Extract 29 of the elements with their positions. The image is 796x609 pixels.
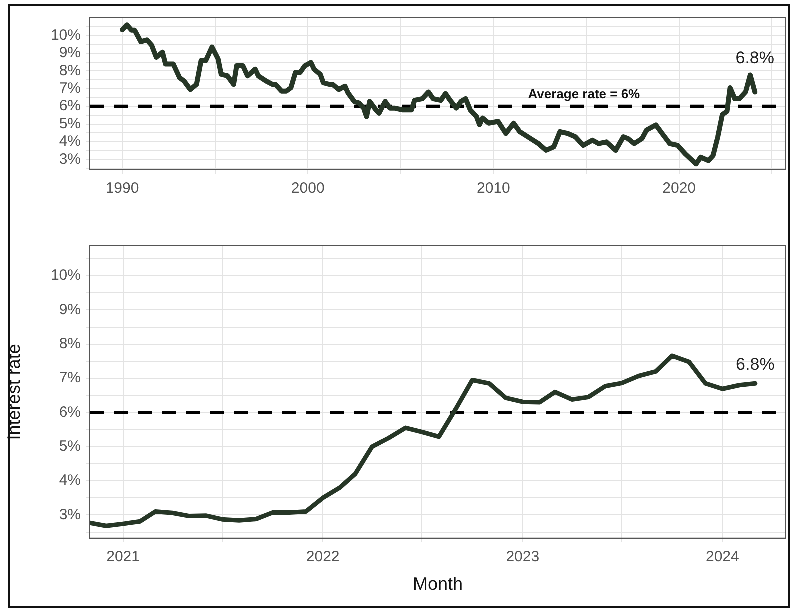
x-tick-label: 2010 (477, 180, 510, 198)
y-tick-label: 6% (59, 404, 81, 421)
x-axis-title: Month (412, 574, 464, 594)
y-tick-label: 9% (59, 44, 81, 62)
x-tick-label: 2022 (306, 548, 340, 566)
y-tick-label: 8% (59, 62, 81, 80)
y-tick-label: 7% (59, 370, 81, 387)
y-tick-label: 10% (50, 267, 81, 284)
x-tick-label: 2020 (662, 180, 696, 198)
y-tick-label: 3% (59, 506, 81, 524)
x-tick-label: 1990 (106, 180, 140, 198)
x-tick-label: 2023 (506, 548, 540, 566)
y-tick-label: 4% (59, 133, 81, 150)
annotation: 6.8% (736, 48, 775, 68)
x-tick-label: 2021 (106, 548, 140, 566)
y-tick-label: 8% (59, 336, 81, 353)
y-tick-label: 7% (59, 80, 81, 98)
y-tick-label: 5% (59, 115, 81, 132)
ref-line-label: Average rate = 6% (528, 86, 641, 102)
y-tick-label: 10% (50, 26, 81, 44)
y-axis-title: Interest rate (4, 344, 24, 440)
y-tick-label: 3% (59, 150, 81, 168)
y-tick-label: 9% (59, 301, 81, 318)
y-tick-label: 6% (59, 98, 81, 115)
x-tick-label: 2000 (291, 180, 325, 198)
annotation: 6.8% (736, 354, 775, 374)
x-tick-label: 2024 (706, 548, 740, 566)
y-tick-label: 4% (59, 472, 81, 490)
y-tick-label: 5% (59, 438, 81, 455)
